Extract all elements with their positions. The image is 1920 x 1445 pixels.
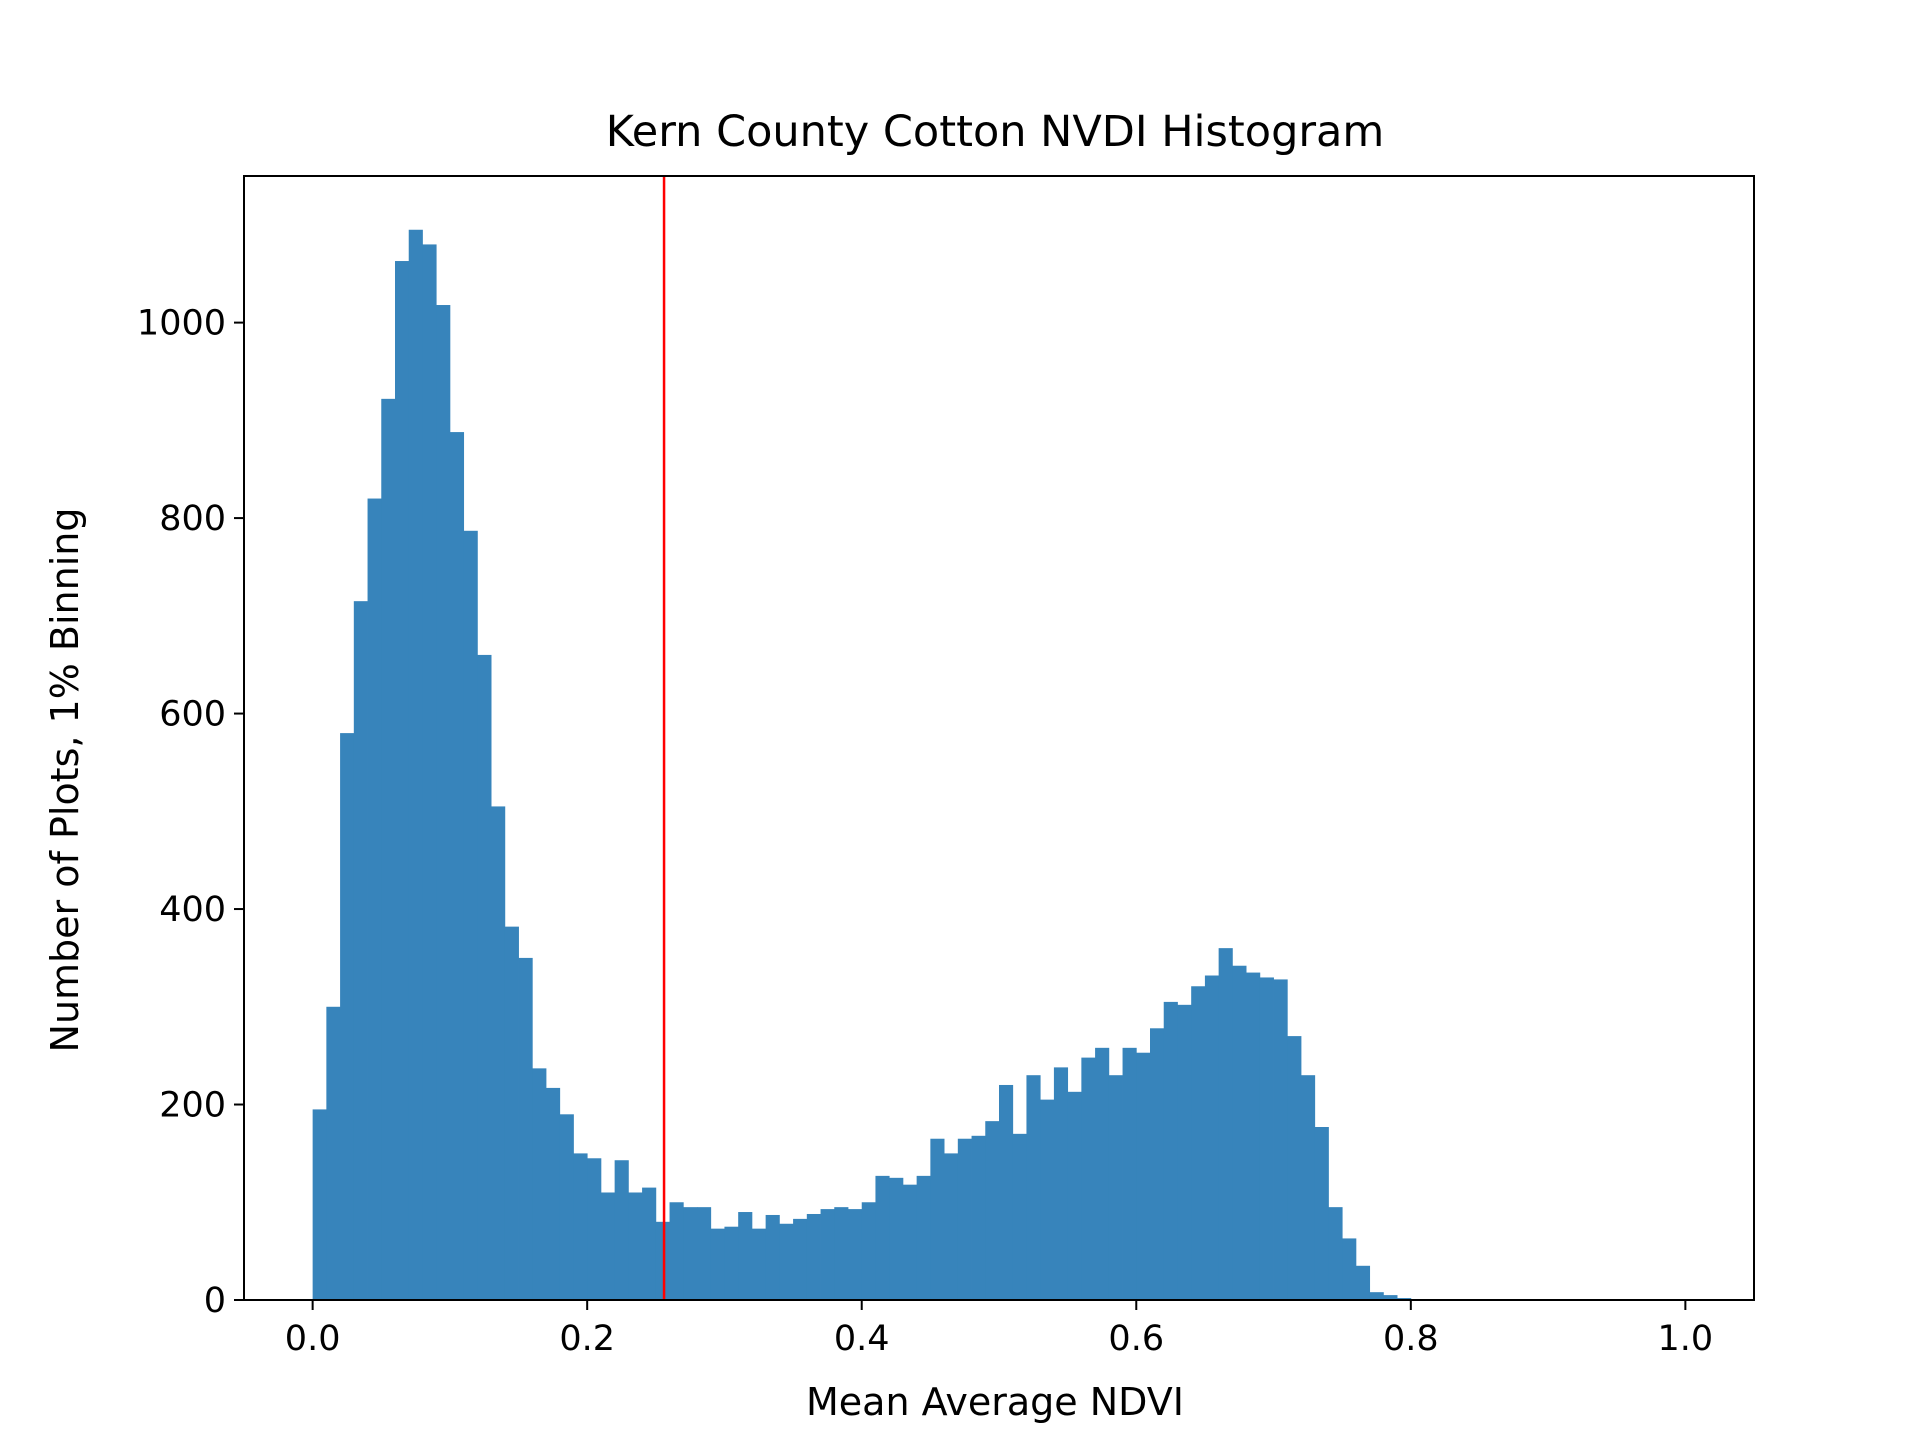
histogram-bar (573, 1153, 588, 1300)
histogram-bar (820, 1209, 835, 1300)
histogram-bar (1328, 1207, 1343, 1300)
histogram-bar (312, 1109, 327, 1300)
y-axis-ticks: 0 200 400 600 800 1000 (137, 304, 244, 1321)
histogram-bar (449, 432, 465, 1301)
histogram-bar (381, 398, 396, 1301)
histogram-bar (1122, 1047, 1137, 1300)
histogram-bar (683, 1207, 698, 1300)
y-tick-label: 400 (159, 890, 226, 930)
chart-title: Kern County Cotton NVDI Histogram (606, 107, 1385, 157)
y-axis-label: Number of Plots, 1% Binning (43, 508, 87, 1053)
histogram-bar (1108, 1075, 1123, 1300)
histogram-bar (1053, 1067, 1069, 1300)
x-tick-label: 1.0 (1658, 1319, 1714, 1359)
histogram-bar (848, 1209, 863, 1300)
histogram-bar (587, 1158, 602, 1300)
histogram-bar (902, 1184, 918, 1300)
histogram-bar (463, 530, 478, 1300)
histogram-bar (1095, 1047, 1110, 1300)
histogram-bar (1067, 1091, 1082, 1300)
y-tick-label: 0 (204, 1281, 226, 1321)
histogram-bar (1232, 965, 1247, 1300)
histogram-bar (1191, 986, 1206, 1300)
histogram-bar (751, 1228, 767, 1300)
histogram-bar (1177, 1004, 1192, 1300)
x-tick-label: 0.8 (1383, 1319, 1439, 1359)
histogram-bar (546, 1087, 561, 1300)
histogram-bar (1026, 1075, 1041, 1300)
histogram-bar (738, 1212, 753, 1300)
histogram-bar (1204, 975, 1220, 1300)
histogram-bar (1081, 1057, 1096, 1300)
histogram-bar (793, 1218, 808, 1300)
x-tick-label: 0.6 (1108, 1319, 1164, 1359)
plot-frame (243, 175, 1755, 1301)
histogram-bar (957, 1138, 972, 1300)
histogram-bar (408, 229, 423, 1300)
histogram-bar (861, 1202, 876, 1300)
histogram-bar (422, 244, 437, 1300)
histogram-bar (697, 1207, 712, 1300)
histogram-bar (1040, 1099, 1055, 1300)
histogram-bar (889, 1177, 904, 1300)
histogram-bar (491, 806, 506, 1300)
histogram-bar (985, 1121, 1000, 1300)
histogram-bar (477, 654, 492, 1300)
histogram-bar (1301, 1075, 1316, 1300)
x-tick-label: 0.2 (559, 1319, 615, 1359)
histogram-bar (628, 1192, 643, 1300)
histogram-bar (1355, 1265, 1371, 1300)
histogram-bar (1369, 1292, 1384, 1300)
x-axis-ticks: 0.0 0.2 0.4 0.6 0.8 1.0 (285, 1300, 1713, 1359)
x-tick-label: 0.4 (834, 1319, 890, 1359)
histogram-bar (504, 926, 519, 1300)
histogram-bar (930, 1138, 945, 1300)
histogram-bar (1150, 1028, 1165, 1300)
histogram-bar (367, 498, 382, 1300)
bars-layer (312, 229, 1412, 1301)
x-tick-label: 0.0 (285, 1319, 341, 1359)
histogram-bar (806, 1213, 821, 1300)
histogram-bar (999, 1084, 1014, 1300)
x-axis-label: Mean Average NDVI (806, 1380, 1184, 1424)
histogram-bar (395, 261, 410, 1300)
histogram-bar (340, 733, 355, 1300)
histogram-bar (1273, 979, 1288, 1300)
histogram-bar (669, 1202, 684, 1300)
histogram-bar (1163, 1001, 1178, 1300)
histogram-bar (765, 1214, 780, 1300)
y-tick-label: 800 (159, 499, 226, 539)
histogram-bar (1287, 1036, 1302, 1300)
histogram-bar (710, 1228, 725, 1300)
histogram-bar (944, 1153, 959, 1300)
histogram-bar (1342, 1238, 1357, 1300)
histogram-bar (971, 1135, 986, 1300)
y-tick-label: 1000 (137, 304, 226, 344)
histogram-bar (559, 1114, 574, 1300)
histogram-bar (1218, 948, 1233, 1300)
histogram-bar (1136, 1052, 1151, 1300)
histogram-bar (1246, 972, 1261, 1300)
histogram-bar (353, 601, 368, 1300)
y-tick-label: 600 (159, 695, 226, 735)
histogram-bar (834, 1207, 849, 1300)
histogram-bar (916, 1175, 931, 1300)
histogram-bar (600, 1192, 616, 1300)
histogram-bar (326, 1006, 341, 1300)
histogram-bar (724, 1226, 739, 1300)
histogram-bar (1259, 977, 1274, 1300)
histogram-bar (875, 1175, 890, 1300)
histogram-bar (518, 957, 533, 1300)
histogram-bar (779, 1223, 794, 1300)
histogram-bar (614, 1160, 629, 1300)
y-tick-label: 200 (159, 1086, 226, 1126)
histogram-bar (532, 1068, 547, 1300)
histogram-bar (1314, 1127, 1329, 1300)
histogram-bar (1383, 1295, 1398, 1300)
histogram-bar (642, 1187, 657, 1300)
histogram-bar (1012, 1133, 1027, 1300)
histogram-bar (436, 305, 451, 1300)
